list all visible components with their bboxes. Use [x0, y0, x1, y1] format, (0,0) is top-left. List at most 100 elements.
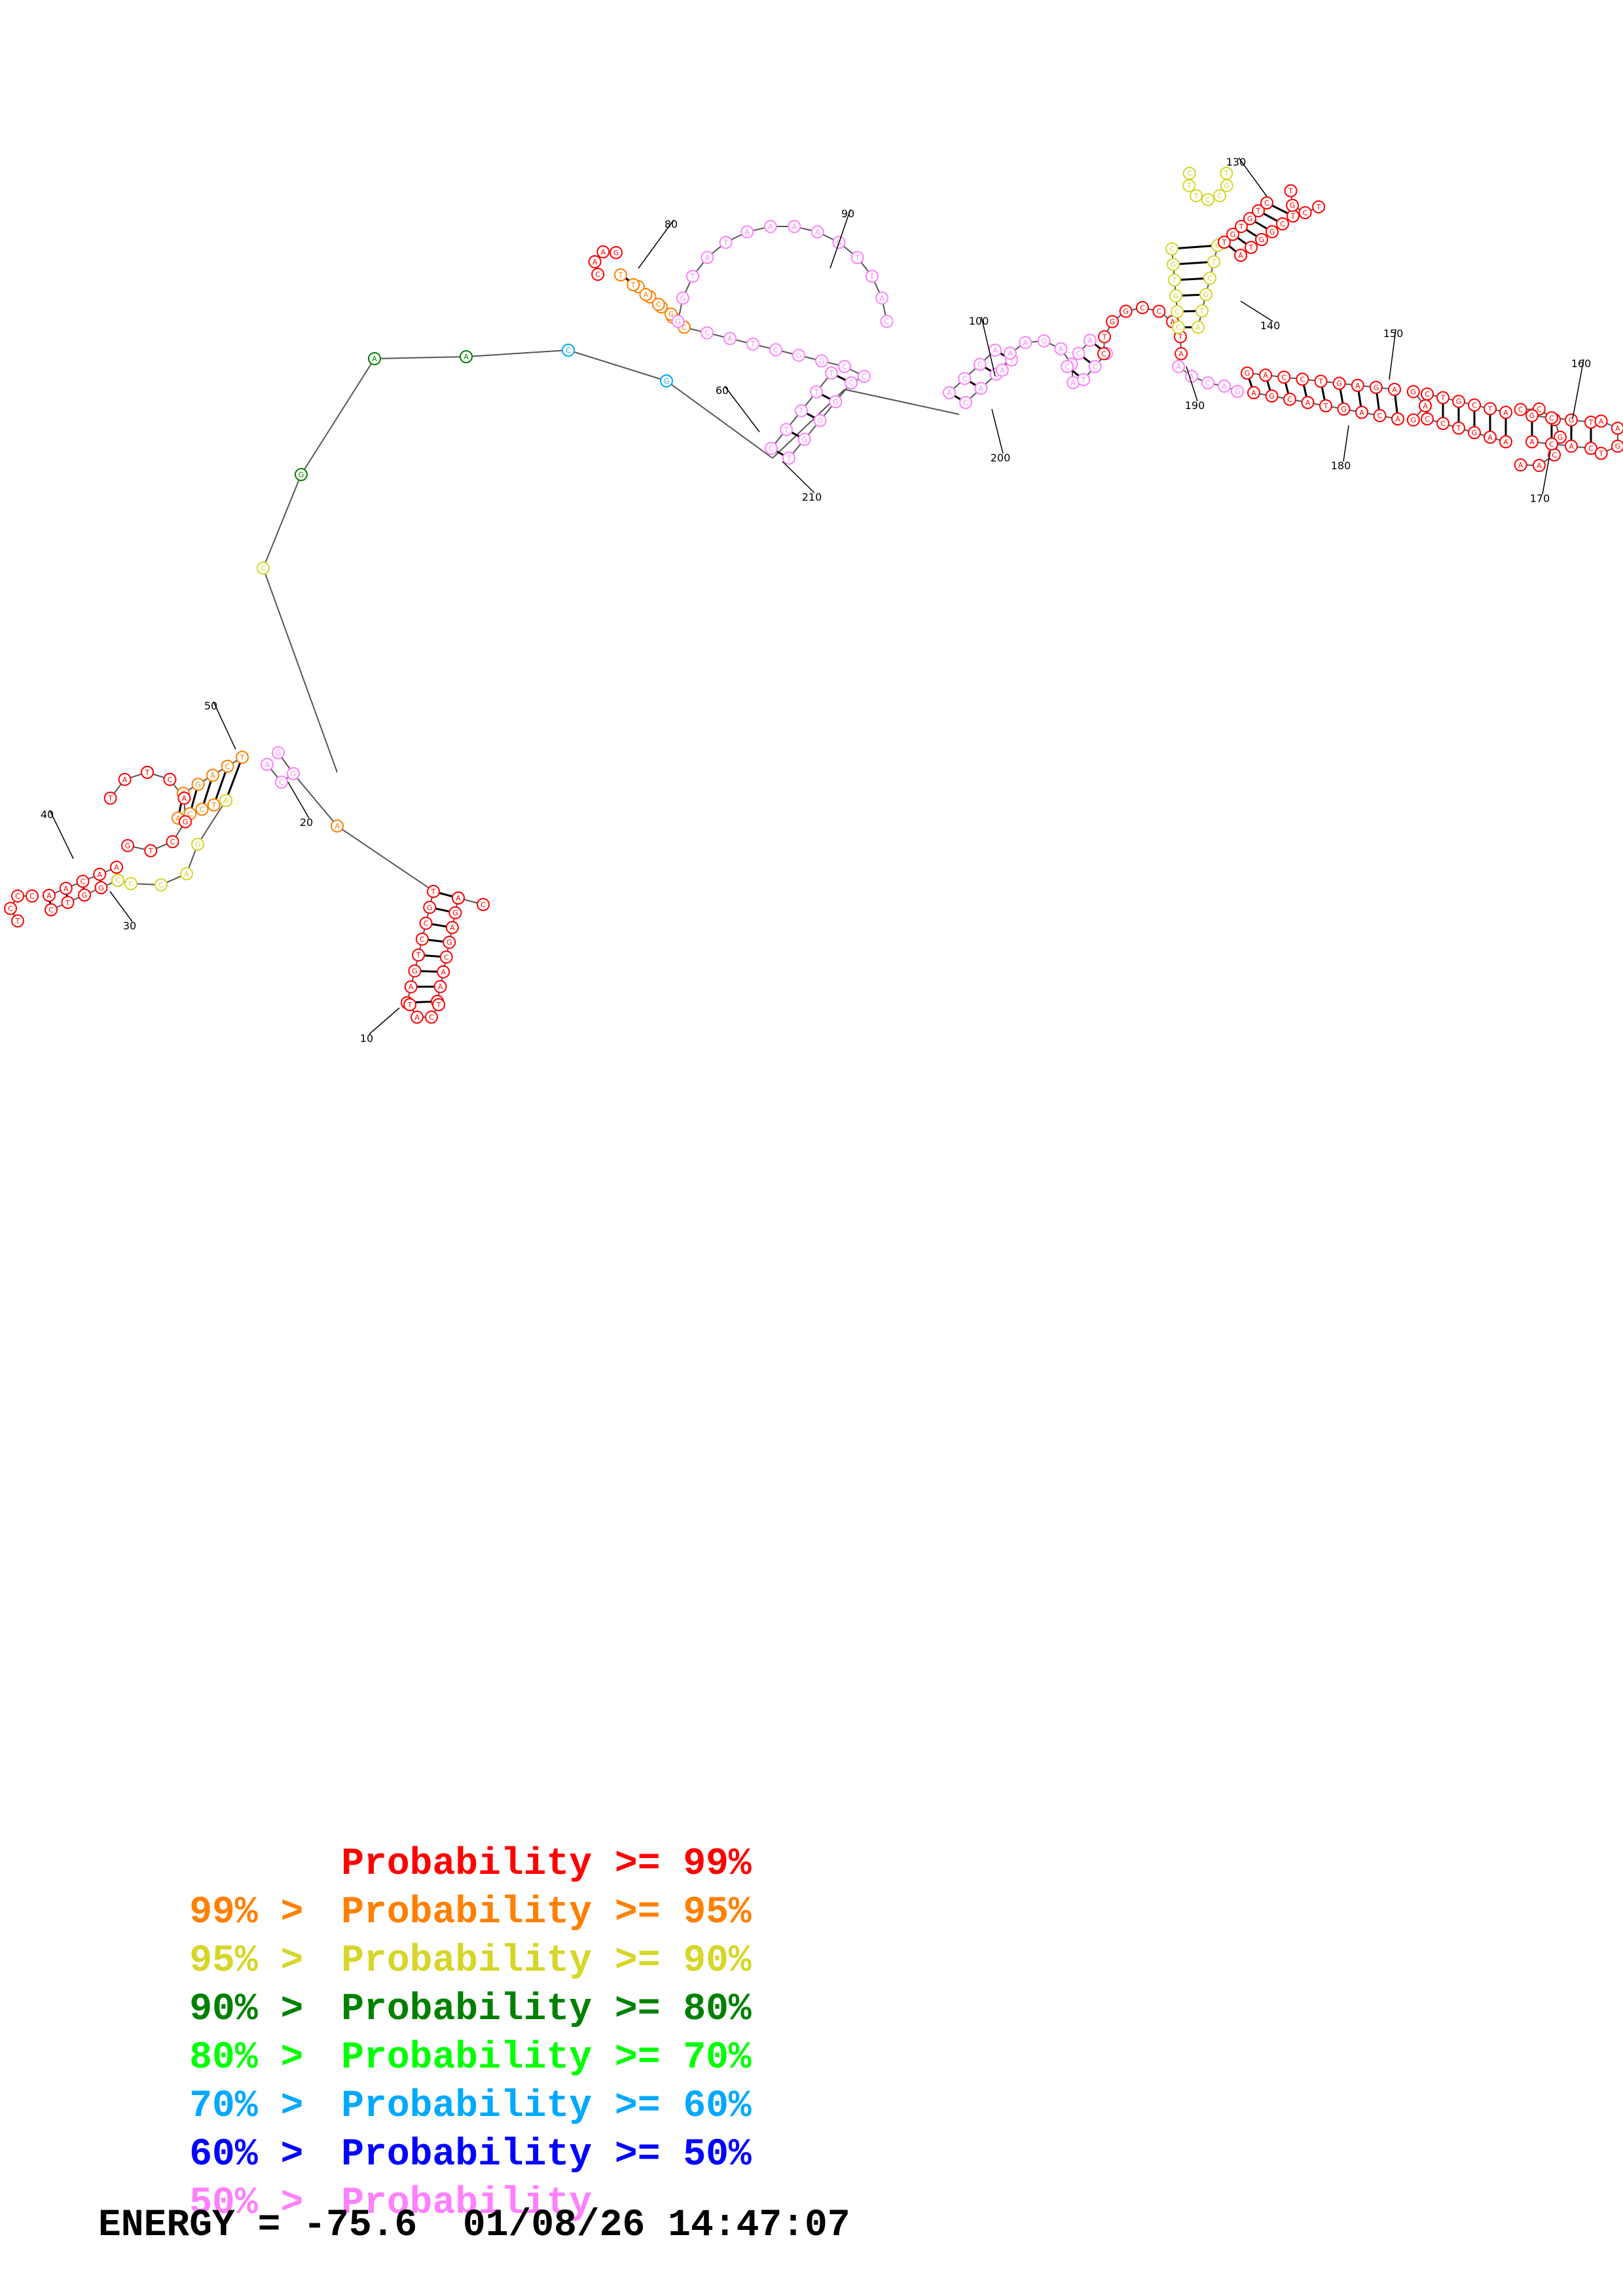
svg-text:C: C — [1280, 220, 1285, 228]
nucleotides: CGAACGATGCCTGACAGAGCAATTACTACGGCATCAGCAT… — [4, 166, 1623, 1024]
nucleotide: T — [61, 895, 75, 909]
svg-text:A: A — [1599, 417, 1604, 425]
nucleotide: A — [1084, 334, 1097, 347]
legend-row-right: Probability >= 60% — [341, 2085, 752, 2128]
nucleotide: A — [723, 332, 737, 346]
backbone-connector — [263, 474, 302, 569]
svg-text:C: C — [773, 346, 778, 354]
nucleotide: G — [423, 901, 437, 914]
nucleotide: G — [1406, 413, 1420, 427]
nucleotide: C — [1201, 376, 1214, 389]
svg-text:G: G — [98, 884, 104, 892]
svg-text:T: T — [1288, 187, 1293, 195]
svg-text:A: A — [1392, 386, 1397, 394]
nucleotide: G — [1199, 288, 1213, 301]
svg-text:A: A — [1178, 350, 1184, 358]
base-pair — [225, 757, 244, 801]
svg-text:C: C — [481, 901, 486, 909]
nucleotide: C — [769, 343, 782, 357]
index-label: 40 — [41, 808, 54, 821]
nucleotide: A — [368, 352, 381, 365]
nucleotide: G — [121, 838, 134, 852]
nucleotide: T — [1077, 373, 1090, 386]
nucleotide: G — [295, 468, 308, 481]
svg-text:G: G — [1569, 416, 1575, 425]
svg-text:T: T — [618, 271, 623, 279]
nucleotide: G — [1243, 212, 1256, 225]
nucleotide: T — [11, 914, 24, 928]
svg-text:A: A — [879, 294, 884, 302]
nucleotide: G — [78, 888, 91, 902]
svg-text:C: C — [1217, 192, 1222, 200]
nucleotide: G — [408, 964, 422, 978]
svg-text:G: G — [1529, 412, 1535, 420]
svg-text:C: C — [200, 806, 205, 814]
svg-text:C: C — [429, 1013, 434, 1022]
index-label: 130 — [1226, 156, 1247, 168]
svg-text:A: A — [1238, 251, 1243, 260]
svg-text:A: A — [979, 384, 984, 393]
nucleotide: A — [763, 220, 777, 234]
svg-text:C: C — [1552, 451, 1557, 459]
nucleotide: A — [1419, 399, 1432, 412]
nucleotide: A — [177, 791, 191, 805]
legend-row-left: 99% > — [189, 1892, 304, 1934]
nucleotide: T — [144, 844, 158, 857]
svg-text:T: T — [1588, 418, 1594, 427]
nucleotide: G — [272, 746, 285, 759]
nucleotide: C — [973, 357, 987, 371]
nucleotide: A — [995, 363, 1009, 377]
svg-text:G: G — [412, 967, 418, 975]
svg-text:T: T — [630, 281, 636, 289]
nucleotide: C — [439, 950, 453, 964]
nucleotide: C — [651, 298, 665, 311]
svg-text:T: T — [148, 847, 153, 855]
nucleotide: C — [221, 759, 234, 773]
legend-row: 70% > Probability >= 60% — [98, 2050, 752, 2164]
svg-text:C: C — [1588, 444, 1594, 453]
svg-text:A: A — [1423, 402, 1428, 410]
nucleotide: C — [11, 889, 24, 903]
index-leader — [991, 408, 1004, 454]
nucleotide: C — [1421, 387, 1434, 401]
svg-text:C: C — [1377, 412, 1383, 420]
svg-text:C: C — [884, 317, 890, 326]
svg-text:G: G — [195, 780, 201, 789]
nucleotide: A — [118, 772, 132, 786]
backbone-connector — [374, 356, 467, 359]
nucleotide: G — [1119, 304, 1133, 318]
svg-text:C: C — [48, 906, 54, 914]
svg-text:C: C — [1101, 350, 1106, 358]
nucleotide: T — [1168, 274, 1181, 287]
nucleotide: C — [195, 802, 209, 816]
nucleotide: A — [1054, 342, 1068, 355]
nucleotide: G — [1167, 258, 1180, 271]
svg-text:C: C — [1281, 373, 1286, 382]
nucleotide: G — [1406, 385, 1420, 399]
nucleotide: C — [1260, 196, 1273, 209]
index-label: 200 — [991, 452, 1011, 464]
nucleotide: C — [1283, 393, 1296, 406]
svg-text:G: G — [817, 417, 823, 425]
nucleotide: G — [1565, 413, 1578, 427]
svg-text:A: A — [947, 389, 952, 397]
nucleotide: C — [1436, 417, 1450, 430]
svg-text:C: C — [1549, 414, 1554, 422]
svg-text:T: T — [1224, 170, 1229, 178]
nucleotide: G — [829, 395, 843, 408]
nucleotide: G — [178, 815, 192, 829]
index-leader — [1238, 157, 1267, 197]
nucleotide: T — [614, 268, 627, 281]
nucleotide: A — [331, 819, 344, 833]
nucleotide: G — [1169, 289, 1182, 302]
svg-text:T: T — [436, 1001, 441, 1009]
svg-text:C: C — [994, 370, 999, 379]
index-leader — [369, 1007, 400, 1035]
nucleotide: T — [850, 251, 864, 264]
index-label: 10 — [360, 1032, 373, 1045]
nucleotide: T — [1286, 209, 1300, 223]
svg-text:C: C — [1303, 209, 1308, 217]
legend-row: 90% > Probability >= 80% — [98, 1953, 752, 2067]
index-label: 150 — [1383, 327, 1404, 340]
nucleotide: T — [1182, 179, 1196, 192]
